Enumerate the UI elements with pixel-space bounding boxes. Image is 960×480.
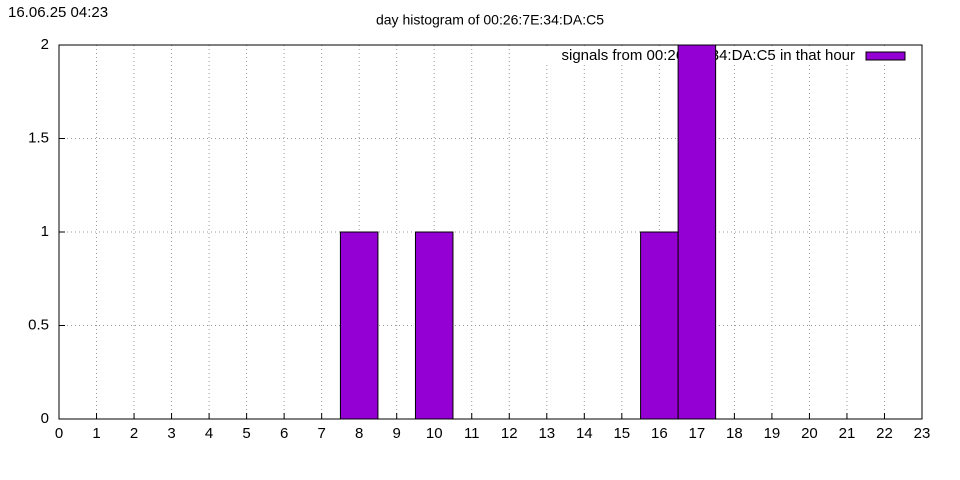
y-tick-label: 2 [41, 36, 49, 53]
x-tick-label: 22 [876, 425, 893, 442]
x-tick-label: 23 [914, 425, 931, 442]
chart-title: day histogram of 00:26:7E:34:DA:C5 [376, 12, 604, 28]
y-tick-label: 1.5 [28, 129, 49, 146]
y-tick-label: 0.5 [28, 316, 49, 333]
bar [640, 231, 679, 420]
x-tick-label: 21 [839, 425, 856, 442]
x-tick-label: 8 [355, 425, 363, 442]
x-tick-label: 1 [92, 425, 100, 442]
x-tick-label: 12 [501, 425, 518, 442]
x-tick-label: 19 [764, 425, 781, 442]
timestamp: 16.06.25 04:23 [8, 4, 108, 21]
legend-bg [540, 47, 910, 65]
x-tick-label: 3 [167, 425, 175, 442]
x-tick-label: 9 [393, 425, 401, 442]
x-tick-label: 5 [242, 425, 250, 442]
x-tick-label: 7 [317, 425, 325, 442]
bar [677, 44, 717, 420]
x-tick-label: 14 [576, 425, 593, 442]
x-tick-label: 17 [689, 425, 706, 442]
x-tick-label: 4 [205, 425, 213, 442]
legend-swatch [865, 51, 906, 61]
x-tick-label: 2 [130, 425, 138, 442]
x-tick-label: 15 [613, 425, 630, 442]
x-tick-label: 20 [801, 425, 818, 442]
y-tick-label: 0 [41, 410, 49, 427]
x-tick-label: 13 [538, 425, 555, 442]
y-tick-label: 1 [41, 223, 49, 240]
x-tick-label: 0 [55, 425, 63, 442]
x-tick-label: 18 [726, 425, 743, 442]
x-tick-label: 10 [426, 425, 443, 442]
plot-border [58, 44, 923, 420]
bar [414, 231, 454, 420]
x-tick-label: 16 [651, 425, 668, 442]
x-tick-label: 6 [280, 425, 288, 442]
bar [339, 231, 379, 420]
x-tick-label: 11 [464, 425, 480, 442]
